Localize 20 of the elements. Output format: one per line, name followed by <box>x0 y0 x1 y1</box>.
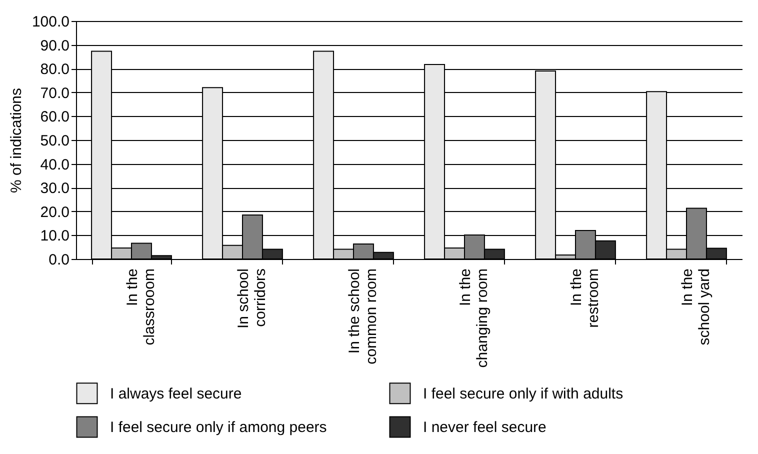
y-tick-label: 50.0 <box>40 132 70 150</box>
y-tick-label: 90.0 <box>40 37 70 54</box>
y-tick-label: 80.0 <box>40 61 70 78</box>
x-tick-label: In the restroom <box>568 268 602 328</box>
y-tick-label: 30.0 <box>40 180 70 198</box>
x-tick-label: In school corridors <box>235 268 269 329</box>
legend-label: I feel secure only if among peers <box>110 419 327 436</box>
legend-label: I feel secure only if with adults <box>423 385 624 402</box>
y-tick-label: 60.0 <box>40 108 70 126</box>
y-tick-label: 20.0 <box>40 204 70 221</box>
x-tick-label: In the classrooom <box>124 268 158 346</box>
legend-label: I always feel secure <box>110 385 242 402</box>
y-tick-label: 0.0 <box>48 252 70 268</box>
x-tick-label: In the school yard <box>679 268 713 346</box>
y-tick-label: 40.0 <box>40 156 70 174</box>
y-tick-label: 10.0 <box>40 228 70 245</box>
y-tick-label: 70.0 <box>40 84 70 102</box>
y-tick-label: 100.0 <box>32 14 70 30</box>
legend-label: I never feel secure <box>423 419 546 436</box>
y-axis-title: % of indications <box>8 88 25 194</box>
